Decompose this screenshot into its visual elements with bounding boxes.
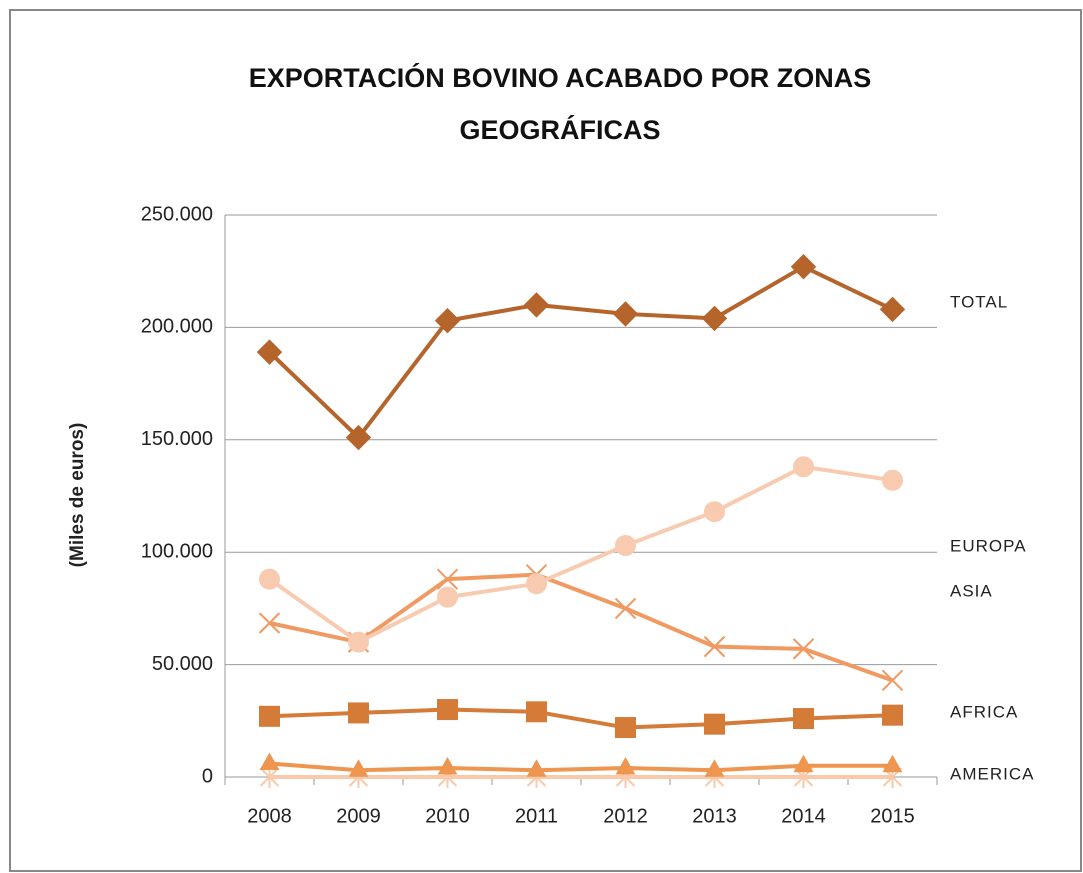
- y-axis-label: (Miles de euros): [67, 423, 88, 568]
- x-tick-label: 2015: [870, 805, 915, 827]
- marker: [703, 635, 726, 658]
- series-label: AMERICA: [950, 764, 1034, 783]
- marker: [526, 573, 547, 595]
- marker: [348, 702, 369, 724]
- series-line: [269, 761, 893, 773]
- x-tick-label: 2008: [247, 805, 292, 827]
- marker: [526, 701, 547, 723]
- marker: [881, 669, 904, 692]
- marker: [792, 638, 815, 660]
- marker: [259, 568, 280, 590]
- marker: [614, 597, 637, 620]
- series-line: [269, 572, 894, 683]
- marker: [436, 568, 459, 590]
- marker: [437, 756, 458, 775]
- y-tick-label: 250.000: [141, 203, 213, 225]
- y-tick-label: 200.000: [141, 316, 213, 338]
- marker: [882, 704, 903, 726]
- x-tick-label: 2011: [515, 805, 558, 827]
- x-tick-label: 2014: [781, 805, 826, 827]
- chart-title: EXPORTACIÓN BOVINO ACABADO POR ZONAS GEO…: [248, 63, 872, 145]
- marker: [704, 713, 725, 735]
- marker: [523, 292, 550, 318]
- marker: [790, 253, 817, 280]
- x-tick-label: 2010: [425, 805, 470, 827]
- y-tick-label: 100.000: [141, 540, 213, 562]
- marker: [348, 631, 369, 653]
- marker: [704, 501, 725, 523]
- marker: [259, 752, 280, 771]
- marker: [793, 708, 814, 730]
- marker: [612, 301, 639, 327]
- series-label: EUROPA: [950, 536, 1027, 555]
- series-label: ASIA: [950, 581, 993, 600]
- y-tick-label: 50.000: [152, 653, 213, 675]
- marker: [434, 307, 461, 334]
- marker: [793, 754, 814, 773]
- marker: [882, 754, 903, 773]
- marker: [701, 305, 728, 332]
- series-line: [268, 264, 894, 440]
- series-label: TOTAL: [950, 292, 1008, 311]
- y-tick-label: 0: [202, 765, 213, 787]
- series-line: [268, 464, 893, 645]
- marker: [615, 756, 636, 775]
- chart-border: [9, 9, 1082, 872]
- marker: [615, 534, 636, 556]
- series-line: [269, 707, 893, 730]
- x-tick-label: 2009: [336, 805, 381, 827]
- y-tick-label: 150.000: [141, 428, 213, 450]
- x-tick-label: 2013: [692, 805, 737, 827]
- x-tick-label: 2012: [603, 805, 648, 827]
- series-label: AFRICA: [950, 702, 1018, 721]
- marker: [256, 339, 283, 365]
- marker: [345, 424, 372, 451]
- marker: [879, 296, 906, 323]
- marker: [259, 705, 280, 727]
- marker: [793, 456, 814, 478]
- marker: [348, 759, 369, 777]
- marker: [437, 586, 458, 608]
- marker: [526, 759, 547, 777]
- marker: [704, 759, 725, 777]
- marker: [882, 469, 903, 491]
- marker: [437, 699, 458, 721]
- marker: [258, 612, 281, 634]
- marker: [615, 717, 636, 739]
